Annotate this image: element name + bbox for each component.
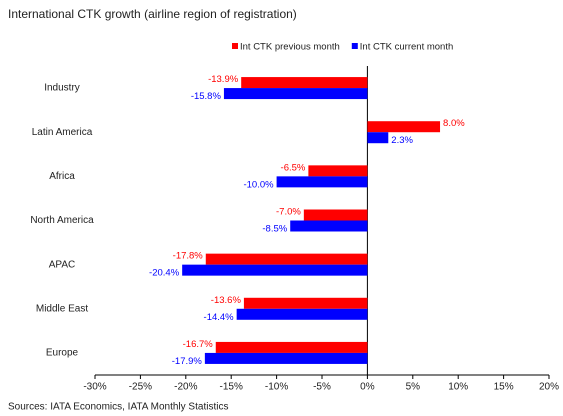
category-label: North America bbox=[30, 215, 94, 226]
legend-label: Int CTK current month bbox=[360, 42, 453, 53]
bar bbox=[303, 209, 368, 221]
category-label: Industry bbox=[44, 83, 80, 94]
bar bbox=[243, 297, 368, 309]
value-label: -8.5% bbox=[262, 224, 287, 235]
value-label: -7.0% bbox=[276, 207, 301, 218]
value-label: -13.9% bbox=[208, 74, 239, 85]
x-tick-label: 20% bbox=[539, 382, 559, 393]
bar bbox=[241, 77, 368, 89]
bar bbox=[205, 253, 368, 265]
bar bbox=[367, 121, 441, 133]
x-tick-label: -25% bbox=[129, 382, 152, 393]
value-label: 2.3% bbox=[391, 135, 413, 146]
x-tick-label: -20% bbox=[174, 382, 197, 393]
x-tick-label: -10% bbox=[265, 382, 288, 393]
category-label: Middle East bbox=[36, 303, 88, 314]
value-label: -14.4% bbox=[204, 312, 235, 323]
bar bbox=[182, 264, 368, 276]
x-tick-label: 15% bbox=[494, 382, 514, 393]
x-tick-label: 0% bbox=[360, 382, 375, 393]
category-label: Africa bbox=[49, 171, 75, 182]
x-tick-label: -15% bbox=[220, 382, 243, 393]
bar bbox=[308, 165, 368, 177]
legend-label: Int CTK previous month bbox=[240, 42, 340, 53]
category-label: APAC bbox=[49, 259, 76, 270]
chart-title: International CTK growth (airline region… bbox=[8, 7, 297, 21]
x-tick-label: 5% bbox=[406, 382, 421, 393]
x-tick-label: -5% bbox=[313, 382, 331, 393]
value-label: -10.0% bbox=[243, 179, 274, 190]
x-tick-label: -30% bbox=[83, 382, 106, 393]
bar bbox=[367, 132, 389, 144]
value-label: -17.8% bbox=[173, 251, 204, 262]
value-label: -13.6% bbox=[211, 295, 242, 306]
value-label: -17.9% bbox=[172, 356, 203, 367]
legend-swatch bbox=[232, 43, 238, 49]
value-label: -15.8% bbox=[191, 91, 222, 102]
bar bbox=[215, 341, 368, 353]
bar bbox=[223, 88, 368, 100]
value-label: -6.5% bbox=[281, 162, 306, 173]
bar bbox=[290, 220, 368, 232]
source: Sources: IATA Economics, IATA Monthly St… bbox=[8, 402, 228, 413]
value-label: 8.0% bbox=[443, 118, 465, 129]
bar bbox=[204, 352, 368, 364]
legend-swatch bbox=[351, 43, 358, 49]
category-label: Latin America bbox=[32, 127, 93, 138]
x-tick-label: 10% bbox=[448, 382, 468, 393]
value-label: -16.7% bbox=[183, 339, 214, 350]
category-label: Europe bbox=[46, 348, 79, 359]
bar bbox=[236, 308, 368, 320]
value-label: -20.4% bbox=[149, 268, 180, 279]
bar bbox=[276, 176, 368, 188]
